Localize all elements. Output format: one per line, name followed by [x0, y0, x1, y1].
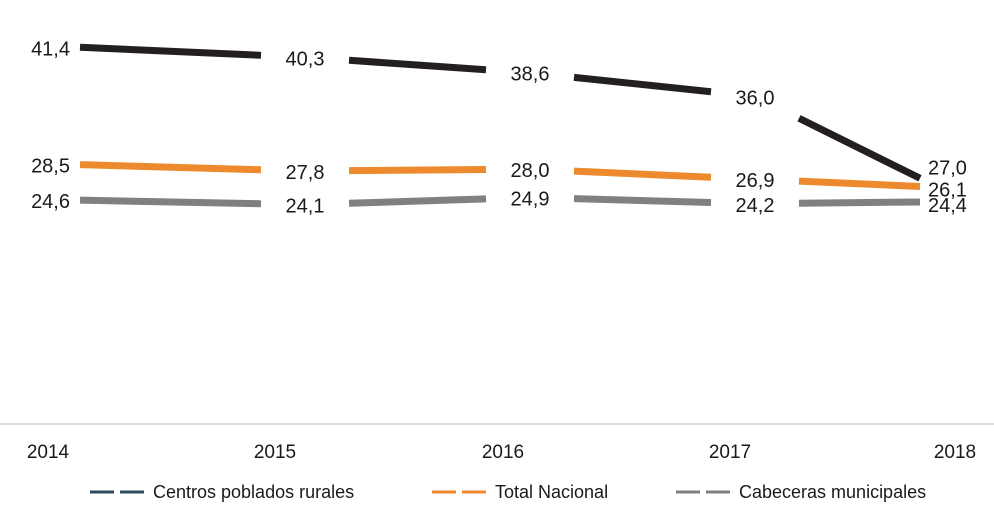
series-line-segment: [797, 115, 922, 182]
series-line-segment: [573, 167, 712, 181]
legend-item: Cabeceras municipales: [676, 482, 926, 502]
x-tick-label: 2016: [482, 442, 524, 463]
series-lines: [79, 43, 922, 208]
data-label: 24,1: [286, 196, 325, 218]
data-label: 24,2: [736, 195, 775, 217]
x-tick-label: 2015: [254, 442, 296, 463]
data-label: 26,1: [928, 179, 967, 201]
data-label: 26,9: [736, 170, 775, 192]
data-label: 24,9: [511, 188, 550, 210]
data-label: 28,0: [511, 160, 550, 182]
legend-label: Cabeceras municipales: [739, 482, 926, 502]
x-tick-label: 2018: [934, 442, 976, 463]
series-line-segment: [348, 195, 487, 207]
data-label: 38,6: [511, 64, 550, 86]
series-line-segment: [573, 73, 712, 96]
series-line-segment: [79, 43, 262, 59]
series-line-segment: [348, 56, 487, 74]
series-line-segment: [798, 198, 921, 207]
legend-item: Centros poblados rurales: [90, 482, 354, 502]
x-tick-label: 2017: [709, 442, 751, 463]
legend: Centros poblados rurales Total Nacional Ca…: [90, 482, 926, 502]
x-axis-ticks: 2014 2015 2016 2017 2018: [27, 442, 976, 463]
data-label: 36,0: [736, 87, 775, 109]
x-tick-label: 2014: [27, 442, 70, 463]
data-label: 24,4: [928, 195, 967, 217]
series-line-segment: [348, 166, 487, 175]
data-label: 40,3: [286, 48, 325, 70]
legend-item: Total Nacional: [432, 482, 608, 502]
data-labels: 41,4 40,3 38,6 36,0 27,0 28,5 27,8 28,0 26,9 26,1…: [31, 38, 967, 217]
data-label: 27,0: [928, 157, 967, 179]
legend-label: Centros poblados rurales: [153, 482, 354, 502]
series-line-segment: [573, 195, 712, 207]
legend-label: Total Nacional: [495, 482, 608, 502]
data-label: 28,5: [31, 156, 70, 178]
data-label: 27,8: [286, 162, 325, 184]
data-label: 41,4: [31, 38, 70, 60]
series-line-segment: [79, 196, 262, 208]
series-line-segment: [798, 177, 921, 190]
data-label: 24,6: [31, 191, 70, 213]
series-line-segment: [79, 161, 262, 174]
